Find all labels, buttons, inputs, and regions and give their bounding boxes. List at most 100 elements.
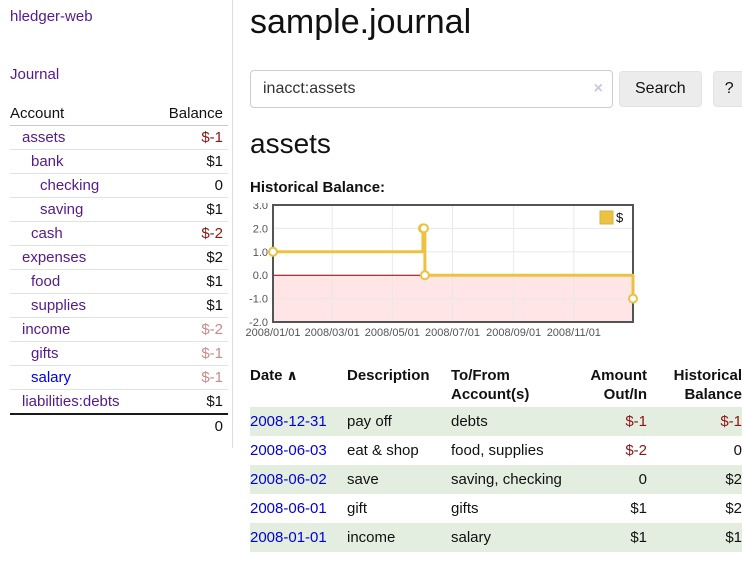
- account-row: cash $-2: [10, 221, 228, 246]
- account-link-food[interactable]: food: [31, 273, 61, 290]
- x-tick-label: 2008/07/01: [425, 327, 480, 339]
- header-amount: Amount Out/In: [590, 367, 647, 403]
- x-tick-label: 2008/05/01: [365, 327, 420, 339]
- account-link-salary[interactable]: salary: [31, 369, 72, 386]
- header-date[interactable]: Date ∧: [250, 367, 298, 384]
- header-description: Description: [347, 367, 430, 384]
- transaction-accounts: saving, checking: [451, 465, 577, 494]
- transaction-date-link[interactable]: 2008-01-01: [250, 529, 327, 546]
- account-link-checking[interactable]: checking: [40, 177, 100, 194]
- account-row: income $-2: [10, 317, 228, 342]
- account-link-saving[interactable]: saving: [40, 201, 84, 218]
- transaction-date-link[interactable]: 2008-12-31: [250, 413, 327, 430]
- account-row: checking 0: [10, 173, 228, 198]
- transaction-description: pay off: [347, 407, 451, 436]
- transaction-description: income: [347, 523, 451, 552]
- search-input[interactable]: [250, 70, 613, 108]
- y-tick-label: 2.0: [253, 223, 268, 235]
- transaction-amount: $-1: [577, 407, 647, 436]
- account-link-supplies[interactable]: supplies: [31, 297, 87, 314]
- account-link-liabilities-debts[interactable]: liabilities:debts: [22, 393, 120, 410]
- account-link-assets[interactable]: assets: [22, 129, 66, 146]
- account-row: saving $1: [10, 197, 228, 222]
- clear-search-icon[interactable]: ×: [593, 80, 603, 97]
- search-button[interactable]: Search: [619, 71, 702, 107]
- accounts-header-account: Account: [10, 102, 152, 126]
- account-row: supplies $1: [10, 293, 228, 318]
- account-balance: $1: [151, 389, 228, 415]
- account-row: liabilities:debts $1: [10, 389, 228, 415]
- transaction-accounts: gifts: [451, 500, 479, 517]
- transaction-accounts: food, supplies: [451, 442, 544, 459]
- transaction-accounts: salary: [451, 523, 577, 552]
- transaction-accounts: debts: [451, 407, 577, 436]
- transactions-table: Date ∧ Description To/From Account(s) Amo…: [250, 363, 742, 552]
- accounts-total-value: 0: [151, 413, 228, 438]
- transaction-balance: $2: [725, 500, 742, 517]
- account-balance: $-2: [151, 317, 228, 342]
- transaction-row[interactable]: 2008-01-01 income salary $1 $1: [250, 523, 742, 552]
- transaction-amount: $1: [630, 500, 647, 517]
- account-row: bank $1: [10, 149, 228, 174]
- plot-border: [272, 204, 634, 323]
- transaction-row[interactable]: 2008-12-31 pay off debts $-1 $-1: [250, 407, 742, 436]
- transaction-date-link[interactable]: 2008-06-02: [250, 471, 327, 488]
- account-link-gifts[interactable]: gifts: [31, 345, 59, 362]
- account-balance: $1: [151, 197, 228, 222]
- search-row: × Search ?: [250, 70, 742, 108]
- header-accounts: To/From Account(s): [451, 367, 530, 403]
- page-title: sample.journal: [250, 3, 472, 41]
- historical-balance-chart: 3.0 2.0 1.0 0.0 -1.0 -2.0 2008/01/01 2008/03/01…: [245, 200, 740, 348]
- account-heading: assets: [250, 128, 331, 159]
- account-row: salary $-1: [10, 365, 228, 390]
- account-row: expenses $2: [10, 245, 228, 270]
- accounts-table: Account Balance assets $-1 bank $1 check…: [10, 102, 228, 438]
- transaction-row[interactable]: 2008-06-01 gift gifts $1 $2: [250, 494, 742, 523]
- account-row: gifts $-1: [10, 341, 228, 366]
- x-tick-label: 2008/01/01: [245, 327, 300, 339]
- transaction-balance: 0: [733, 442, 742, 459]
- search-box: ×: [250, 70, 613, 108]
- sidebar-item-journal[interactable]: Journal: [10, 66, 60, 83]
- sort-ascending-icon: ∧: [286, 367, 298, 383]
- account-link-expenses[interactable]: expenses: [22, 249, 87, 266]
- data-point-marker: [419, 270, 430, 281]
- data-point-marker: [268, 246, 278, 257]
- transaction-balance: $-1: [647, 407, 742, 436]
- help-button[interactable]: ?: [712, 71, 742, 107]
- transaction-date-link[interactable]: 2008-06-01: [250, 500, 327, 517]
- account-link-bank[interactable]: bank: [31, 153, 64, 170]
- sidebar: hledger-web Journal Account Balance asse…: [0, 0, 233, 448]
- x-tick-label: 2008/09/01: [486, 327, 541, 339]
- chart-label: Historical Balance:: [250, 179, 386, 196]
- transaction-description: gift: [347, 500, 368, 517]
- account-balance: $-1: [151, 341, 228, 366]
- transaction-row[interactable]: 2008-06-03 eat & shop food, supplies $-2…: [250, 436, 742, 465]
- transaction-amount: 0: [577, 465, 647, 494]
- transaction-row[interactable]: 2008-06-02 save saving, checking 0 $2: [250, 465, 742, 494]
- account-link-income[interactable]: income: [22, 321, 71, 338]
- account-balance: $2: [151, 245, 228, 270]
- accounts-table-header: Account Balance: [10, 102, 228, 126]
- brand-link[interactable]: hledger-web: [10, 8, 93, 25]
- y-tick-label: 3.0: [253, 203, 268, 212]
- account-balance: $-1: [151, 125, 228, 150]
- account-balance: 0: [151, 173, 228, 198]
- main-content: sample.journal × Search ? assets Histori…: [245, 0, 742, 552]
- transactions-header-row: Date ∧ Description To/From Account(s) Amo…: [250, 363, 742, 407]
- account-link-cash[interactable]: cash: [31, 225, 63, 242]
- account-balance: $-1: [151, 365, 228, 390]
- account-row: food $1: [10, 269, 228, 294]
- transaction-balance: $2: [647, 465, 742, 494]
- account-row: assets $-1: [10, 125, 228, 150]
- y-tick-label: 1.0: [253, 247, 268, 259]
- transaction-date-link[interactable]: 2008-06-03: [250, 442, 327, 459]
- x-tick-label: 2008/03/01: [305, 327, 360, 339]
- transaction-balance: $1: [647, 523, 742, 552]
- y-tick-label: 0.0: [253, 270, 268, 282]
- transaction-description: save: [347, 465, 451, 494]
- y-tick-label: -2.0: [249, 317, 268, 329]
- transaction-amount: $-2: [625, 442, 647, 459]
